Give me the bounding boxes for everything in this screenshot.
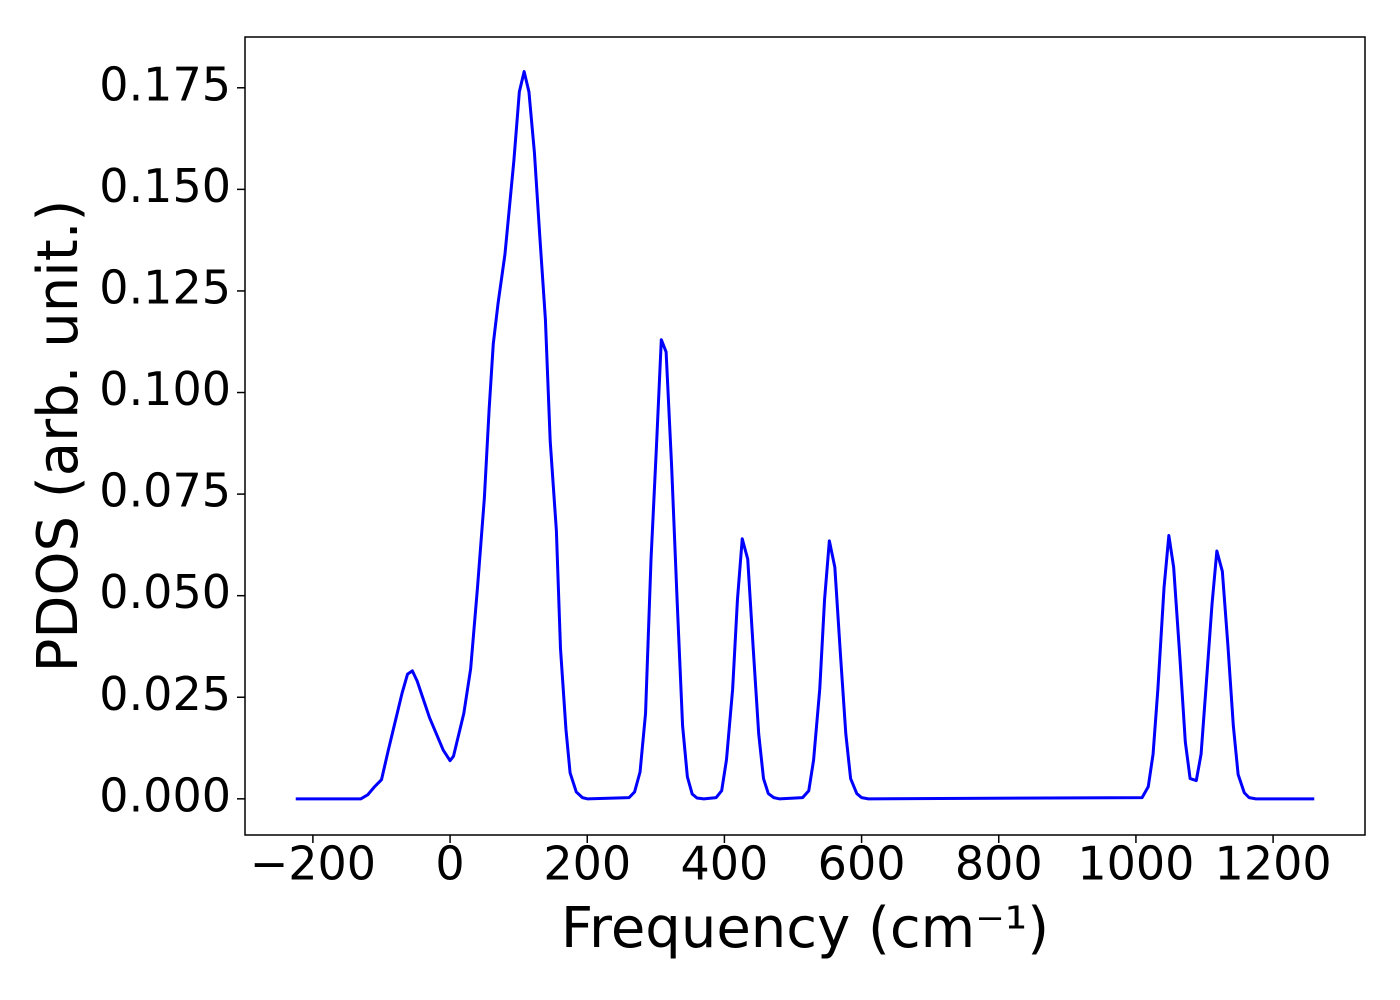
x-tick-label: 1000: [1077, 837, 1194, 891]
y-tick-label: 0.125: [99, 260, 231, 314]
x-tick-label: 1200: [1215, 837, 1332, 891]
x-tick-label: 200: [543, 837, 631, 891]
x-tick-label: 600: [818, 837, 906, 891]
x-tick-label: 400: [681, 837, 769, 891]
y-axis-label: PDOS (arb. unit.): [26, 200, 91, 673]
x-tick-label: 800: [955, 837, 1043, 891]
x-axis-label: Frequency (cm⁻¹): [561, 896, 1049, 961]
x-tick-label: −200: [250, 837, 376, 891]
y-tick-label: 0.150: [99, 159, 231, 213]
y-tick-label: 0.100: [99, 362, 231, 416]
y-tick-label: 0.050: [99, 565, 231, 619]
line: [295, 70, 1315, 801]
y-tick-label: 0.075: [99, 464, 231, 518]
x-tick-label: 0: [435, 837, 464, 891]
y-tick-label: 0.025: [99, 667, 231, 721]
y-tick-label: 0.000: [99, 768, 231, 822]
y-tick-label: 0.175: [99, 57, 231, 111]
plot-frame: [244, 36, 1366, 836]
